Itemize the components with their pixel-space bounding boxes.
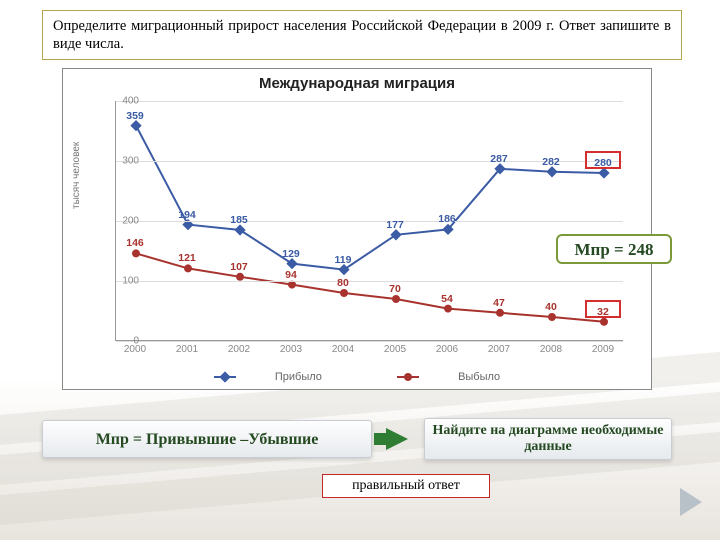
correct-answer-label: правильный ответ [352, 478, 460, 493]
data-label: 282 [542, 156, 560, 168]
data-label: 177 [386, 219, 404, 231]
legend-label-arrived: Прибыло [275, 371, 322, 383]
formula-text: Мпр = Привывшие –Убывшие [96, 431, 319, 448]
mpr-result-text: Мпр = 248 [575, 240, 654, 259]
x-tick: 2008 [540, 344, 562, 355]
y-tick: 400 [122, 96, 139, 107]
x-tick: 2004 [332, 344, 354, 355]
y-tick: 200 [122, 216, 139, 227]
legend-label-left: Выбыло [458, 371, 500, 383]
data-label: 70 [389, 283, 401, 295]
hint-text: Найдите на диаграмме необходимые данные [433, 423, 664, 454]
correct-answer-button[interactable]: правильный ответ [322, 474, 490, 498]
data-label: 119 [335, 254, 352, 266]
data-label: 194 [178, 209, 196, 221]
legend-marker-left [397, 376, 419, 378]
chart-title: Международная миграция [63, 69, 651, 94]
x-tick: 2006 [436, 344, 458, 355]
arrow-icon [386, 428, 408, 450]
data-label: 185 [230, 214, 248, 226]
data-label: 107 [230, 261, 248, 273]
chart-container: Международная миграция тысяч человек При… [62, 68, 652, 390]
hint-card: Найдите на диаграмме необходимые данные [424, 418, 672, 460]
x-tick: 2007 [488, 344, 510, 355]
x-tick: 2001 [176, 344, 198, 355]
data-label: 146 [126, 237, 144, 249]
x-tick: 2000 [124, 344, 146, 355]
y-tick: 300 [122, 156, 139, 167]
data-label: 359 [126, 110, 144, 122]
data-label: 47 [493, 297, 505, 309]
data-label: 94 [285, 269, 297, 281]
x-tick: 2002 [228, 344, 250, 355]
next-slide-button[interactable] [680, 488, 702, 516]
mpr-result-badge: Мпр = 248 [556, 234, 672, 264]
data-label: 40 [545, 301, 557, 313]
data-label: 129 [282, 248, 300, 260]
x-tick: 2003 [280, 344, 302, 355]
chart-legend: Прибыло Выбыло [63, 371, 651, 383]
formula-card: Мпр = Привывшие –Убывшие [42, 420, 372, 458]
question-text: Определите миграционный прирост населени… [53, 18, 671, 52]
x-tick: 2005 [384, 344, 406, 355]
x-tick: 2009 [592, 344, 614, 355]
data-label: 186 [438, 213, 456, 225]
legend-marker-arrived [214, 376, 236, 378]
question-box: Определите миграционный прирост населени… [42, 10, 682, 60]
data-label: 121 [178, 252, 196, 264]
y-tick: 100 [122, 276, 139, 287]
data-label: 54 [441, 293, 453, 305]
y-axis-label: тысяч человек [71, 142, 82, 209]
data-label: 80 [337, 277, 349, 289]
data-label: 287 [490, 153, 508, 165]
highlight-box [585, 151, 621, 169]
highlight-box [585, 300, 621, 318]
